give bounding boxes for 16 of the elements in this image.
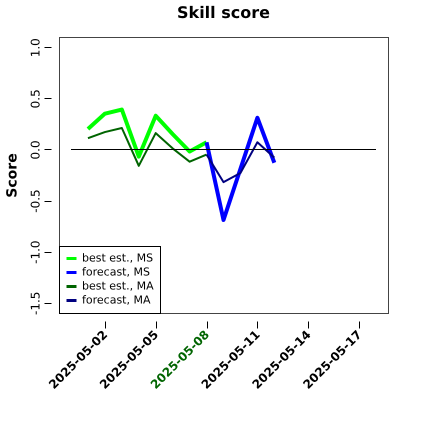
legend-label: best est., MS: [82, 252, 154, 264]
y-tick-label: 0.0: [28, 140, 42, 160]
y-tick-label: 1.0: [28, 38, 42, 58]
line-series: [206, 141, 276, 184]
y-tick-label: 0.5: [28, 89, 42, 108]
chart-title: Skill score: [177, 3, 270, 22]
legend-label: best est., MA: [82, 280, 154, 292]
line-series: [204, 116, 276, 222]
line-series: [86, 126, 208, 167]
y-tick-label: -1.5: [28, 292, 42, 315]
y-axis-title: Score: [4, 153, 20, 198]
y-tick-label: -0.5: [28, 189, 42, 213]
line-series: [86, 108, 209, 159]
legend-label: forecast, MA: [82, 294, 151, 306]
y-tick-label: -1.0: [28, 240, 42, 264]
legend-label: forecast, MS: [82, 266, 150, 278]
